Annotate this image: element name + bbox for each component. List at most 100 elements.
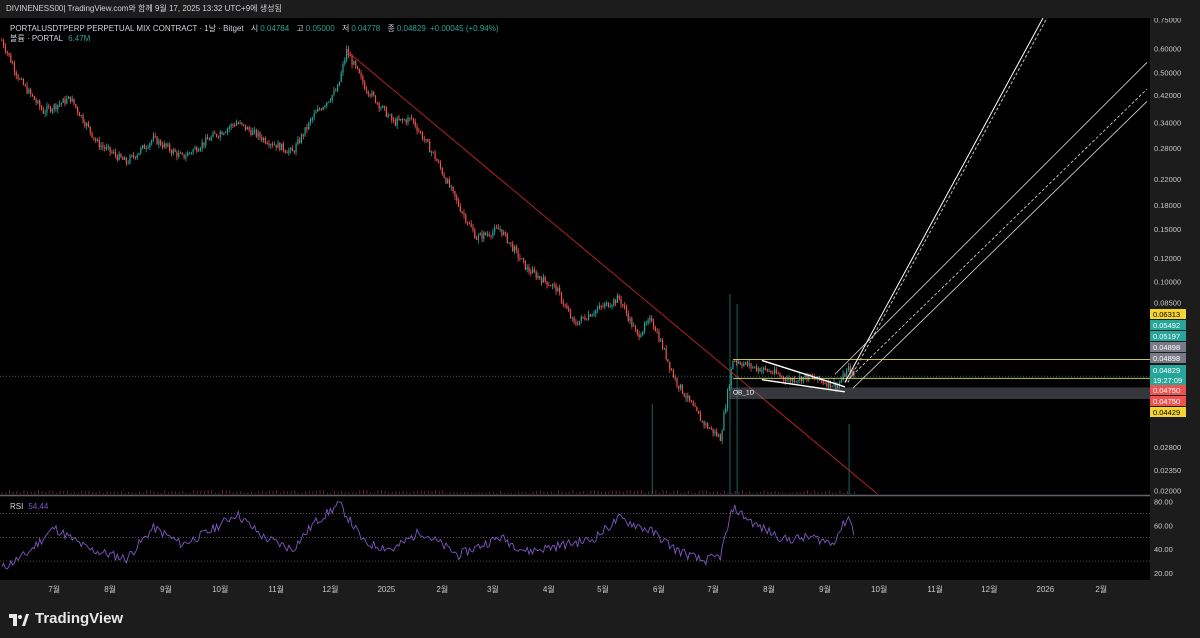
volume-bar (724, 491, 725, 494)
candle-body (521, 258, 522, 259)
publisher-line: DIVINENESS00| TradingView.com와 함께 9월 17,… (6, 3, 282, 14)
candle-body (765, 368, 766, 370)
candle-body (70, 97, 71, 102)
candle-body (768, 371, 769, 372)
candle-body (510, 242, 511, 243)
candle-body (787, 379, 788, 381)
volume-bar (262, 490, 263, 494)
volume-bar (359, 490, 360, 494)
candle-body (635, 326, 636, 330)
volume-bar (446, 493, 447, 494)
price-axis-label-text: 0.06313 (1153, 310, 1180, 319)
candle-body (12, 62, 13, 63)
candle-body (516, 247, 517, 250)
time-tick-label: 8월 (104, 584, 116, 594)
volume-bar (56, 493, 57, 494)
volume-label[interactable]: 볼륨 · PORTAL (10, 34, 63, 43)
rsi-label[interactable]: RSI (10, 502, 23, 511)
volume-bar (616, 490, 617, 494)
candle-body (218, 136, 219, 137)
candle-body (294, 151, 295, 152)
volume-bar (301, 492, 302, 494)
candle-body (64, 99, 65, 104)
price-tick-label: 0.18000 (1154, 201, 1181, 210)
candle-body (727, 390, 728, 408)
volume-bar (475, 493, 476, 494)
volume-bar (738, 491, 739, 494)
candle-body (211, 137, 212, 141)
candle-body (454, 191, 455, 197)
candle-body (842, 374, 843, 380)
candle-body (620, 298, 621, 304)
candle-body (409, 118, 410, 119)
volume-bar (756, 492, 757, 494)
candle-body (456, 196, 457, 200)
candle-body (1, 40, 2, 41)
candle-body (187, 153, 188, 156)
candle-body (402, 119, 403, 120)
candle-body (261, 137, 262, 140)
candle-body (79, 112, 80, 116)
candle-body (306, 127, 307, 129)
candle-body (205, 137, 206, 145)
candle-body (557, 288, 558, 291)
candle-body (413, 119, 414, 121)
candle-body (398, 118, 399, 120)
candle-body (572, 318, 573, 319)
candle-body (642, 332, 643, 336)
candle-body (389, 115, 390, 116)
candle-body (165, 144, 166, 147)
candle-body (272, 144, 273, 145)
volume-bar (16, 491, 17, 494)
volume-bar (641, 490, 642, 494)
candle-body (178, 153, 179, 157)
high-label: 고 (296, 24, 303, 33)
candle-body (445, 178, 446, 184)
volume-bar (457, 492, 458, 494)
price-tick-label: 0.15000 (1154, 225, 1181, 234)
volume-bar (63, 491, 64, 494)
candle-body (749, 363, 750, 365)
candle-body (147, 147, 148, 148)
volume-bar (197, 491, 198, 494)
tradingview-brand[interactable]: TradingView (9, 610, 123, 627)
rsi-tick-label: 20.00 (1154, 569, 1173, 578)
volume-bar (222, 490, 223, 494)
volume-bar (236, 492, 237, 494)
candle-body (68, 97, 69, 99)
candle-body (357, 66, 358, 69)
candle-body (563, 302, 564, 305)
volume-bar (403, 491, 404, 494)
candle-body (344, 60, 345, 64)
candle-body (761, 370, 762, 372)
candle-body (649, 318, 650, 320)
candle-body (324, 106, 325, 107)
candle-body (803, 377, 804, 382)
candle-body (259, 132, 260, 137)
candle-body (137, 155, 138, 158)
candle-body (3, 40, 4, 46)
volume-bar (547, 492, 548, 494)
candle-body (427, 139, 428, 142)
volume-bar (132, 492, 133, 494)
candle-body (527, 267, 528, 270)
candle-body (564, 305, 565, 306)
candle-body (5, 46, 6, 51)
candle-body (77, 107, 78, 112)
candle-body (382, 106, 383, 108)
volume-bar (92, 492, 93, 494)
candle-body (467, 222, 468, 223)
volume-bar (31, 492, 32, 494)
candle-body (823, 381, 824, 383)
volume-bar (771, 492, 772, 494)
price-tick-label: 0.28000 (1154, 144, 1181, 153)
volume-bar (847, 491, 848, 494)
volume-bar (5, 492, 6, 494)
candle-body (624, 306, 625, 307)
symbol-title[interactable]: PORTALUSDTPERP PERPETUAL MIX CONTRACT · … (10, 24, 244, 33)
volume-bar (186, 493, 187, 494)
volume-bar (135, 493, 136, 494)
volume-bar (298, 493, 299, 494)
candle-body (615, 300, 616, 303)
